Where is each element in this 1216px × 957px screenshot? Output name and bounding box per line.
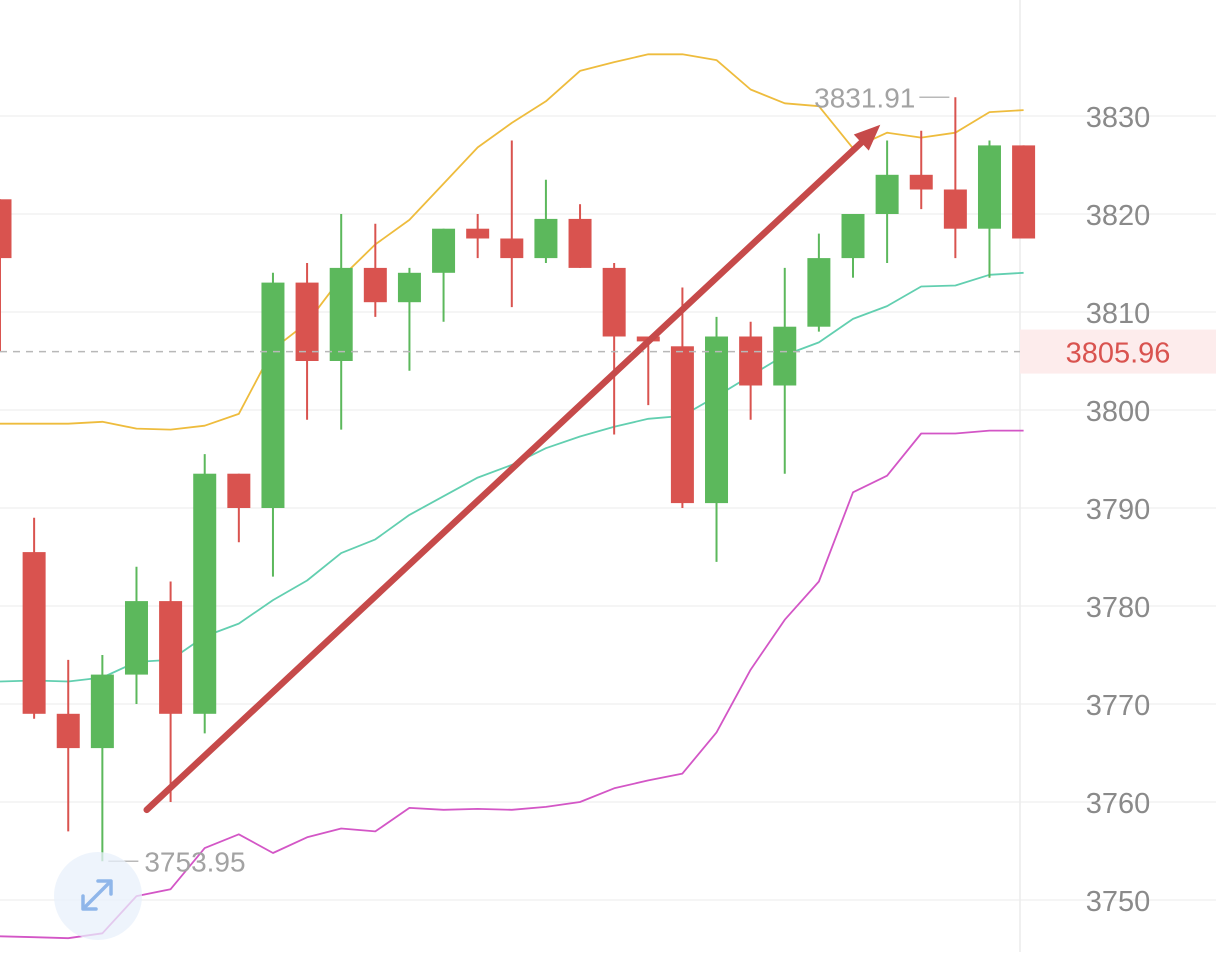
bullish-candle bbox=[773, 267, 797, 474]
candle-body bbox=[295, 282, 319, 361]
trend-arrow bbox=[143, 124, 881, 814]
candle-body bbox=[705, 336, 729, 504]
candle-body bbox=[909, 174, 933, 190]
bearish-candle bbox=[56, 659, 80, 832]
bullish-candle bbox=[261, 272, 285, 577]
trend-arrow-shaft bbox=[143, 139, 865, 814]
candle-body bbox=[875, 174, 899, 214]
last-price-badge bbox=[1020, 329, 1216, 374]
y-tick-label: 3810 bbox=[1086, 298, 1151, 330]
low-annotation: 3753.95 bbox=[144, 846, 245, 877]
bearish-candle bbox=[739, 321, 763, 420]
candle-body bbox=[670, 346, 694, 504]
candle-body bbox=[261, 282, 285, 508]
candle-body bbox=[807, 258, 831, 327]
bearish-candle bbox=[602, 263, 626, 435]
candle-body bbox=[124, 601, 148, 675]
candle-body bbox=[466, 228, 490, 239]
price-axis: 3750 3760 3770 3780 3790 3800 3810 3820 3830 bbox=[1086, 102, 1151, 918]
bullish-candle bbox=[90, 655, 114, 862]
candles bbox=[0, 97, 1036, 862]
bearish-candle bbox=[670, 287, 694, 508]
candle-body bbox=[841, 214, 865, 259]
bullish-candle bbox=[124, 566, 148, 704]
candle-body bbox=[739, 336, 763, 386]
y-tick-label: 3750 bbox=[1086, 886, 1151, 918]
extreme-annotations: 3831.91 3753.95 bbox=[108, 82, 950, 877]
candle-body bbox=[329, 267, 353, 361]
candle-body bbox=[500, 238, 524, 259]
last-price-marker: 3805.96 bbox=[0, 329, 1216, 374]
candle-body bbox=[193, 473, 217, 714]
y-tick-label: 3760 bbox=[1086, 788, 1151, 820]
candle-body bbox=[56, 713, 80, 749]
candle-body bbox=[602, 267, 626, 337]
bearish-candle bbox=[159, 581, 183, 802]
y-tick-label: 3770 bbox=[1086, 690, 1151, 722]
candle-body bbox=[1012, 145, 1036, 239]
bearish-candle bbox=[943, 97, 967, 259]
bullish-candle bbox=[875, 140, 899, 263]
candle-body bbox=[227, 473, 251, 508]
candle-body bbox=[22, 552, 46, 714]
candle-body bbox=[90, 674, 114, 749]
lower-band-line bbox=[0, 429, 1024, 940]
bullish-candle bbox=[397, 267, 421, 371]
expand-arrows-icon bbox=[81, 879, 113, 911]
candle-body bbox=[534, 218, 558, 259]
high-annotation: 3831.91 bbox=[814, 82, 915, 113]
bullish-candle bbox=[807, 233, 831, 332]
bullish-candle bbox=[977, 140, 1001, 278]
y-tick-label: 3830 bbox=[1086, 102, 1151, 134]
y-tick-label: 3820 bbox=[1086, 200, 1151, 232]
bullish-candle bbox=[432, 228, 456, 322]
bearish-candle bbox=[22, 517, 46, 719]
bearish-candle bbox=[500, 140, 524, 308]
last-price-label: 3805.96 bbox=[1066, 338, 1171, 370]
bearish-candle bbox=[909, 130, 933, 210]
candle-body bbox=[977, 145, 1001, 229]
bullish-candle bbox=[534, 179, 558, 263]
bearish-candle bbox=[466, 214, 490, 259]
bullish-candle bbox=[841, 214, 865, 278]
bearish-candle bbox=[363, 223, 387, 317]
bearish-candle bbox=[227, 473, 251, 543]
y-tick-label: 3790 bbox=[1086, 494, 1151, 526]
candle-body bbox=[773, 326, 797, 386]
y-tick-label: 3780 bbox=[1086, 592, 1151, 624]
bearish-candle bbox=[568, 204, 592, 268]
candle-body bbox=[159, 601, 183, 714]
candle-body bbox=[943, 189, 967, 229]
candle-body bbox=[0, 199, 12, 259]
middle-band-line bbox=[0, 271, 1024, 683]
bearish-candle bbox=[1012, 145, 1036, 239]
candle-body bbox=[432, 228, 456, 273]
bullish-candle bbox=[193, 454, 217, 734]
candle-body bbox=[397, 272, 421, 303]
trend-arrow-head bbox=[853, 124, 881, 151]
candle-body bbox=[363, 267, 387, 303]
bearish-candle bbox=[295, 263, 319, 420]
bullish-candle bbox=[705, 316, 729, 562]
y-tick-label: 3800 bbox=[1086, 396, 1151, 428]
candle-body bbox=[568, 218, 592, 268]
expand-button[interactable] bbox=[54, 852, 142, 940]
bullish-candle bbox=[329, 214, 353, 430]
bearish-candle bbox=[0, 199, 12, 352]
